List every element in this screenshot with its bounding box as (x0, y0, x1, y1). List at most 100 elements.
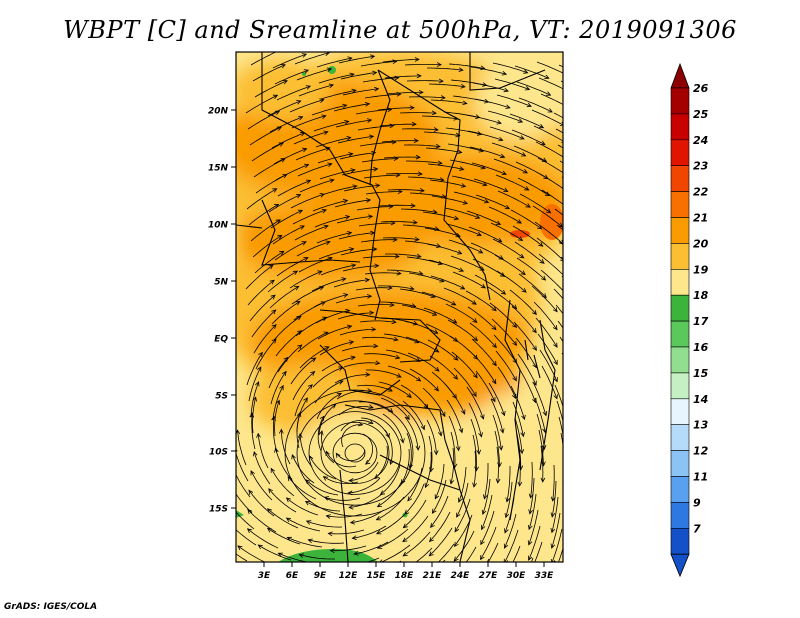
streamline (325, 451, 357, 468)
streamline (453, 530, 475, 562)
streamline-arrow (307, 384, 313, 390)
streamline (290, 193, 325, 209)
streamline (473, 178, 508, 192)
streamline-arrow (229, 503, 233, 507)
streamline-arrow (504, 204, 511, 210)
streamline-arrow (392, 237, 398, 242)
streamline (425, 451, 432, 488)
colorbar-segment (670, 139, 690, 167)
streamline-arrow (431, 508, 437, 514)
streamline (380, 397, 410, 420)
streamline (378, 381, 412, 398)
streamline (426, 243, 462, 255)
streamline (430, 99, 467, 104)
streamline-arrow (480, 65, 486, 71)
streamline (249, 126, 282, 146)
streamline (490, 222, 523, 241)
streamline-arrow (472, 391, 477, 398)
lon-tick-label: 18E (395, 571, 415, 581)
streamline (272, 225, 305, 245)
streamline-arrow (492, 361, 497, 367)
streamline-arrow (493, 589, 497, 593)
streamline (273, 315, 302, 341)
streamline (269, 285, 299, 309)
streamline-arrow (433, 127, 439, 132)
streamline (311, 104, 347, 116)
streamline-arrow (580, 245, 584, 249)
streamline (458, 466, 467, 503)
streamline (337, 135, 374, 144)
streamline-arrow (322, 476, 328, 481)
streamline (384, 429, 393, 465)
streamline (333, 103, 370, 112)
streamline-arrow (323, 331, 329, 336)
colorbar-segment (670, 217, 690, 244)
streamline (490, 398, 504, 433)
streamline (541, 189, 563, 205)
streamline-arrow (430, 522, 435, 528)
streamline (472, 258, 505, 277)
streamline (429, 355, 458, 380)
streamline-arrow (348, 340, 355, 345)
streamline (343, 184, 380, 192)
streamline (236, 452, 249, 482)
streamline-arrow (282, 174, 288, 179)
streamline-arrow (365, 198, 372, 203)
streamline (312, 367, 343, 388)
streamline (482, 478, 491, 515)
streamline (444, 383, 466, 415)
streamline-arrow (379, 490, 386, 496)
streamline-arrow (460, 83, 466, 89)
streamline (380, 544, 411, 562)
streamline (512, 225, 543, 247)
streamline (558, 64, 563, 68)
streamline (257, 433, 269, 469)
streamline-arrow (550, 512, 556, 518)
streamline (472, 434, 477, 471)
streamline-arrow (483, 198, 490, 204)
streamline (362, 77, 399, 83)
streamline (273, 148, 307, 165)
streamline-arrow (566, 73, 571, 77)
streamline (538, 429, 544, 466)
streamline-arrow (352, 184, 358, 190)
streamline (447, 143, 484, 152)
streamline-arrow (558, 239, 563, 245)
streamline-arrow (524, 186, 530, 191)
streamline-arrow (269, 279, 275, 285)
streamline-arrow (296, 315, 302, 321)
streamline (534, 221, 563, 245)
streamline-arrow (270, 467, 276, 473)
streamline (334, 199, 371, 208)
lat-tick-label: 5S (215, 392, 228, 402)
streamline (354, 541, 389, 555)
streamline (337, 312, 374, 320)
streamline-arrow (586, 195, 590, 199)
streamline (518, 97, 553, 113)
streamline (430, 495, 449, 528)
lon-tick-label: 6E (286, 571, 299, 581)
streamline-arrow (348, 152, 354, 157)
streamline (309, 455, 337, 480)
streamline (364, 93, 401, 99)
colorbar-label: 9 (693, 496, 701, 509)
streamline (355, 287, 392, 291)
streamline-arrow (275, 399, 281, 405)
streamline-arrow (503, 87, 509, 93)
streamline (540, 93, 563, 105)
streamline (317, 325, 352, 340)
streamline (427, 67, 463, 71)
streamline (558, 547, 563, 562)
streamline-arrow (433, 450, 439, 456)
streamline-arrow (505, 104, 511, 109)
streamline (335, 295, 372, 304)
streamline (270, 468, 295, 497)
streamline-arrow (365, 372, 371, 377)
streamline-arrow (438, 78, 444, 84)
streamline (404, 483, 425, 515)
streamline (365, 191, 402, 195)
streamline-arrow (416, 73, 422, 79)
streamline (531, 285, 558, 312)
streamline (538, 253, 563, 276)
streamline-arrow (441, 411, 446, 418)
